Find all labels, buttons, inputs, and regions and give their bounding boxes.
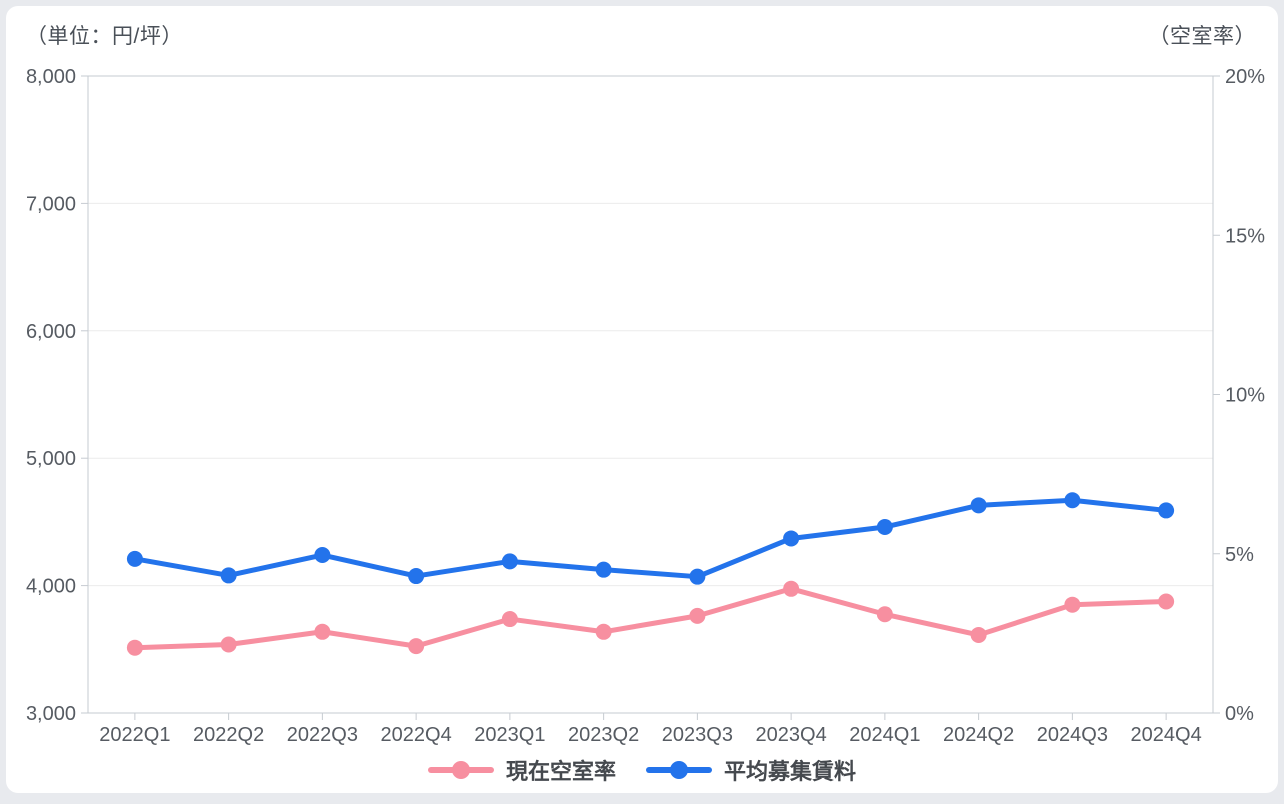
left-axis-unit-label: （単位：円/坪） — [26, 25, 183, 48]
series-1-marker — [1064, 492, 1081, 509]
y-left-tick-label: 5,000 — [26, 448, 76, 470]
x-tick-label: 2022Q2 — [193, 724, 264, 746]
series-1-marker — [126, 550, 143, 567]
y-right-tick-label: 20% — [1225, 66, 1265, 88]
series-0-marker — [876, 606, 893, 623]
legend-label-average-asking-rent: 平均募集賃料 — [724, 759, 857, 784]
series-0-marker — [1064, 596, 1081, 613]
series-0-line — [132, 586, 1169, 651]
y-right-tick-label: 5% — [1225, 544, 1254, 566]
legend-item-vacancy-rate[interactable]: 現在空室率 — [427, 754, 616, 786]
y-right-tick-label: 15% — [1225, 225, 1265, 247]
x-tick-label: 2023Q1 — [474, 724, 545, 746]
y-right-tick-label: 10% — [1225, 385, 1265, 407]
series-1-marker — [220, 567, 237, 584]
x-tick-label: 2022Q3 — [287, 724, 358, 746]
series-0-marker — [970, 626, 987, 643]
series-0-marker — [126, 639, 143, 656]
series-0-marker — [783, 580, 800, 597]
y-left-tick-label: 3,000 — [26, 703, 76, 725]
y-right-tick-label: 0% — [1225, 703, 1254, 725]
x-tick-label: 2023Q4 — [756, 724, 827, 746]
series-0-marker — [501, 611, 518, 628]
series-0-marker — [689, 607, 706, 624]
series-1-marker — [970, 497, 987, 514]
legend-item-average-asking-rent[interactable]: 平均募集賃料 — [646, 754, 856, 786]
series-1-marker — [314, 547, 331, 564]
right-axis-unit-label: （空室率） — [1148, 25, 1256, 48]
x-tick-label: 2024Q1 — [849, 724, 920, 746]
average-asking-rent-line-swatch-icon — [646, 761, 712, 779]
vacancy-rate-dot-icon — [451, 761, 470, 779]
series-0-marker — [314, 623, 331, 640]
plot-border — [87, 75, 1214, 714]
chart-card — [6, 6, 1278, 793]
series-1-marker — [595, 561, 612, 578]
series-1-marker — [689, 568, 706, 585]
series-1-marker — [501, 553, 518, 570]
y-left-tick-label: 6,000 — [26, 321, 76, 343]
series-1-marker — [1158, 502, 1175, 519]
series-1-marker — [408, 568, 425, 585]
legend-label-vacancy-rate: 現在空室率 — [505, 759, 616, 784]
series-1-marker — [783, 530, 800, 547]
x-tick-label: 2023Q3 — [662, 724, 733, 746]
x-tick-label: 2024Q3 — [1037, 724, 1108, 746]
average-asking-rent-dot-icon — [670, 761, 688, 779]
x-tick-label: 2024Q4 — [1131, 724, 1202, 746]
series-0-marker — [595, 623, 612, 640]
y-left-tick-label: 4,000 — [26, 576, 76, 598]
series-0-marker — [220, 636, 237, 653]
x-tick-label: 2023Q2 — [568, 724, 639, 746]
series-1-marker — [876, 518, 893, 535]
series-0-marker — [408, 638, 425, 655]
series-0-marker — [1158, 593, 1175, 610]
series-1-line — [132, 497, 1169, 580]
x-tick-label: 2024Q2 — [943, 724, 1014, 746]
x-tick-label: 2022Q1 — [99, 724, 170, 746]
x-tick-label: 2022Q4 — [381, 724, 452, 746]
vacancy-rate-line-swatch-icon — [427, 761, 494, 779]
chart-legend: 現在空室率 平均募集賃料 — [0, 754, 1284, 786]
y-left-tick-label: 8,000 — [26, 66, 76, 88]
y-left-tick-label: 7,000 — [26, 193, 76, 215]
